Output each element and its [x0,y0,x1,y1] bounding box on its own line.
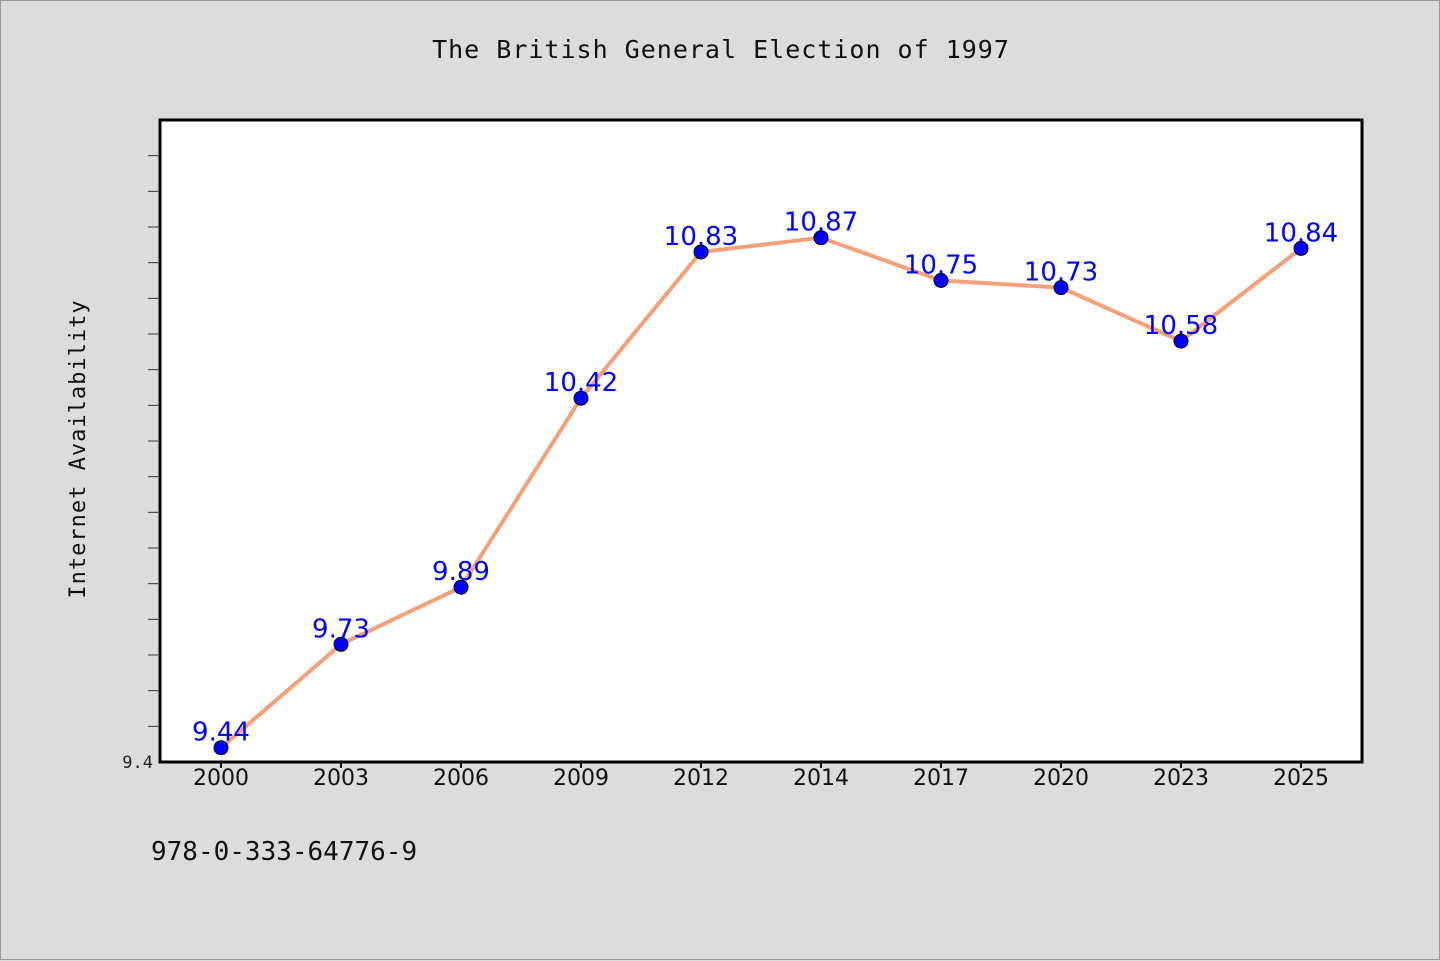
x-tick-label-3: 2009 [553,766,609,791]
data-point-4 [693,244,709,260]
y-ticks: 9.4 [122,155,158,773]
footer-code: 978-0-333-64776-9 [151,837,418,867]
data-point-5 [813,230,829,246]
x-ticks: 2000 2003 2006 2009 2012 2014 2017 2020 2023 2025 [193,762,1329,791]
data-point-6 [933,273,949,288]
x-tick-label-7: 2020 [1033,766,1089,791]
data-point-2 [453,579,469,595]
data-label-3: 10.42 [544,368,618,398]
data-label-4: 10.83 [664,222,738,252]
data-label-9: 10.84 [1264,218,1338,248]
x-tick-label-4: 2012 [673,766,729,791]
data-point-8 [1173,333,1189,349]
data-point-9 [1293,240,1309,256]
x-tick-label-0: 2000 [193,766,249,791]
chart-title: The British General Election of 1997 [432,35,1010,64]
data-point-1 [333,636,349,652]
series-line-group [219,235,1303,750]
x-tick-label-5: 2014 [793,766,849,791]
data-label-8: 10.58 [1144,311,1218,341]
data-label-1: 9.73 [312,614,370,644]
data-point-3 [573,390,589,406]
data-label-6: 10.75 [904,251,978,281]
data-label-7: 10.73 [1024,258,1098,288]
x-tick-label-1: 2003 [313,766,369,791]
data-point-7 [1053,280,1069,296]
x-tick-label-6: 2017 [913,766,969,791]
y-tick-label-0: 9.4 [122,753,153,773]
data-label-5: 10.87 [784,208,858,238]
x-tick-label-9: 2025 [1273,766,1329,791]
data-label-2: 9.89 [432,557,490,587]
y-axis-label: Internet Availability [66,299,91,598]
series-line [219,235,1303,750]
points-group [213,230,1309,756]
x-tick-label-2: 2006 [433,766,489,791]
data-point-0 [213,740,229,756]
data-labels-group: 9.44 9.73 9.89 10.42 10.83 10.87 10.75 10.73 10.… [192,208,1338,748]
data-label-0: 9.44 [192,718,250,748]
x-tick-label-8: 2023 [1153,766,1209,791]
plot-area [158,118,1364,764]
